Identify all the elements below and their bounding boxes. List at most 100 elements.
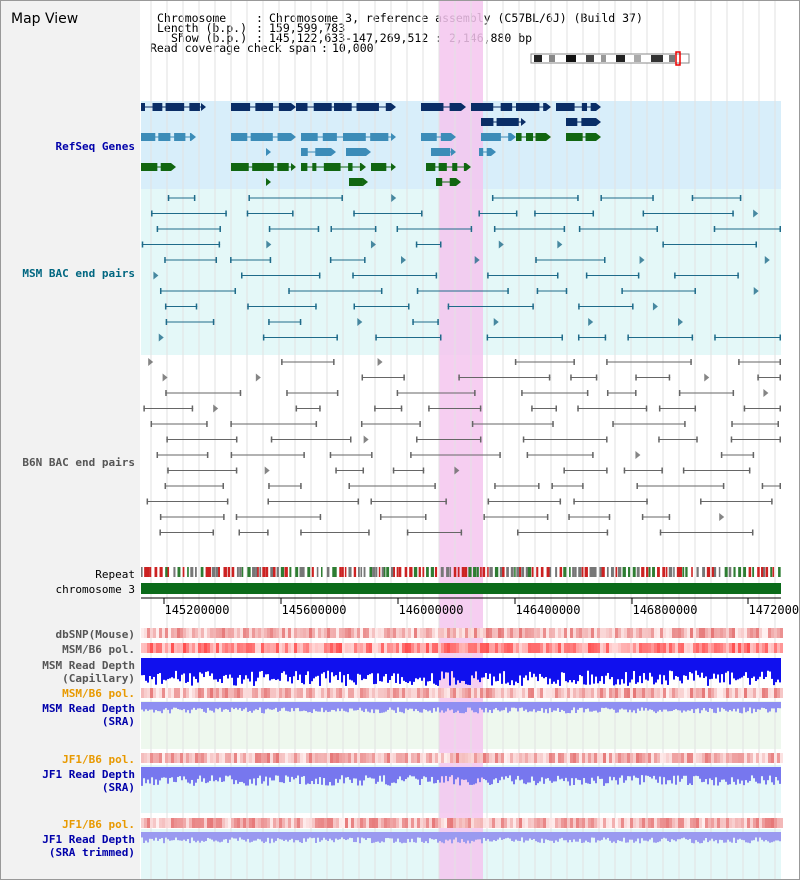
repeat-element — [299, 567, 303, 577]
heat-cell — [447, 753, 450, 763]
gene-exon — [581, 118, 596, 126]
b6n-bac-pair-end — [319, 514, 322, 520]
depth-bar — [663, 832, 665, 838]
depth-bar — [171, 658, 173, 678]
depth-bar — [343, 658, 345, 676]
heat-cell — [642, 628, 645, 638]
depth-bar — [217, 702, 219, 710]
gene-exon — [278, 103, 291, 111]
heat-cell — [732, 643, 735, 653]
depth-bar — [275, 767, 277, 776]
msm-bac-pair-end — [532, 303, 534, 310]
depth-bar — [681, 658, 683, 684]
heat-cell — [564, 688, 567, 698]
heat-cell — [711, 643, 714, 653]
depth-bar — [695, 702, 697, 710]
heat-cell — [279, 753, 282, 763]
msm-bac-pair-end — [656, 226, 658, 232]
depth-bar — [241, 702, 243, 711]
depth-bar — [379, 658, 381, 682]
depth-bar — [457, 832, 459, 843]
depth-bar — [731, 832, 733, 843]
gene-exon — [141, 163, 158, 171]
ideogram-band — [616, 55, 625, 62]
b6n-bac-pair-arrow — [704, 373, 710, 382]
depth-bar — [423, 702, 425, 710]
heat-cell — [414, 628, 417, 638]
depth-bar — [643, 767, 645, 783]
b6n-bac-pair-end — [582, 483, 584, 489]
heat-cell — [273, 628, 276, 638]
heat-cell — [735, 643, 738, 653]
heat-cell — [330, 688, 333, 698]
depth-bar — [509, 832, 511, 839]
heat-cell — [675, 753, 678, 763]
depth-bar — [447, 702, 449, 709]
depth-bar — [347, 767, 349, 777]
repeat-element — [546, 567, 550, 577]
heat-cell — [585, 628, 588, 638]
depth-bar — [345, 832, 347, 841]
depth-bar — [297, 702, 299, 708]
repeat-element — [144, 567, 148, 577]
heat-cell — [336, 688, 339, 698]
depth-bar — [221, 767, 223, 783]
depth-bar — [741, 767, 743, 781]
depth-bar — [147, 658, 149, 683]
depth-bar — [145, 702, 147, 710]
heat-cell — [510, 643, 513, 653]
repeat-element — [662, 567, 666, 577]
heat-cell — [219, 628, 222, 638]
depth-bar — [197, 658, 199, 683]
heat-cell — [555, 628, 558, 638]
depth-bar — [361, 658, 363, 681]
repeat-element — [430, 567, 434, 577]
gene-exon — [481, 118, 494, 126]
depth-bar — [189, 767, 191, 784]
depth-bar — [717, 767, 719, 786]
heat-cell — [624, 628, 627, 638]
heat-cell — [516, 818, 519, 828]
heat-cell — [666, 753, 669, 763]
depth-bar — [497, 832, 499, 840]
depth-bar — [345, 767, 347, 778]
heat-cell — [165, 643, 168, 653]
heat-cell — [666, 628, 669, 638]
depth-bar — [287, 767, 289, 777]
heat-cell — [312, 628, 315, 638]
b6n-bac-pair-end — [235, 436, 238, 443]
depth-bar — [771, 658, 773, 679]
heat-cell — [465, 818, 468, 828]
depth-bar — [711, 702, 713, 710]
depth-bar — [623, 767, 625, 783]
depth-bar — [379, 702, 381, 714]
repeat-element — [591, 567, 596, 577]
depth-bar — [627, 658, 629, 686]
heat-cell — [492, 688, 495, 698]
depth-bar — [619, 658, 621, 685]
depth-bar — [273, 702, 275, 710]
heat-cell — [507, 818, 510, 828]
depth-bar — [571, 702, 573, 711]
heat-cell — [663, 643, 666, 653]
repeat-element — [615, 567, 618, 577]
depth-bar — [403, 702, 405, 714]
heat-cell — [597, 688, 600, 698]
heat-cell — [282, 688, 285, 698]
heat-cell — [492, 753, 495, 763]
depth-bar — [561, 832, 563, 838]
heat-cell — [387, 753, 390, 763]
depth-bar — [277, 832, 279, 839]
depth-bar — [213, 702, 215, 713]
depth-bar — [197, 767, 199, 779]
axis-tick-label: 145200000 — [164, 603, 229, 617]
heat-cell — [153, 753, 156, 763]
heat-cell — [573, 688, 576, 698]
heat-cell — [510, 628, 513, 638]
repeat-element — [218, 567, 220, 577]
depth-bar — [281, 767, 283, 783]
heat-cell — [297, 818, 300, 828]
depth-bar — [255, 658, 257, 682]
repeat-element — [241, 567, 244, 577]
